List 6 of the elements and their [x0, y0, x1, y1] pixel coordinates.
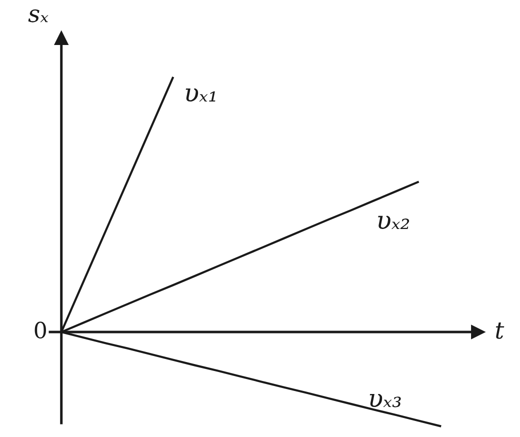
y-axis-title: sₓ: [28, 9, 48, 22]
series-label: υₓ₃: [370, 394, 401, 408]
series-label: υₓ₁: [186, 88, 216, 102]
text: 0: [34, 322, 46, 338]
series-label: υₓ₂: [378, 216, 410, 229]
x-axis-title: t: [496, 322, 504, 339]
